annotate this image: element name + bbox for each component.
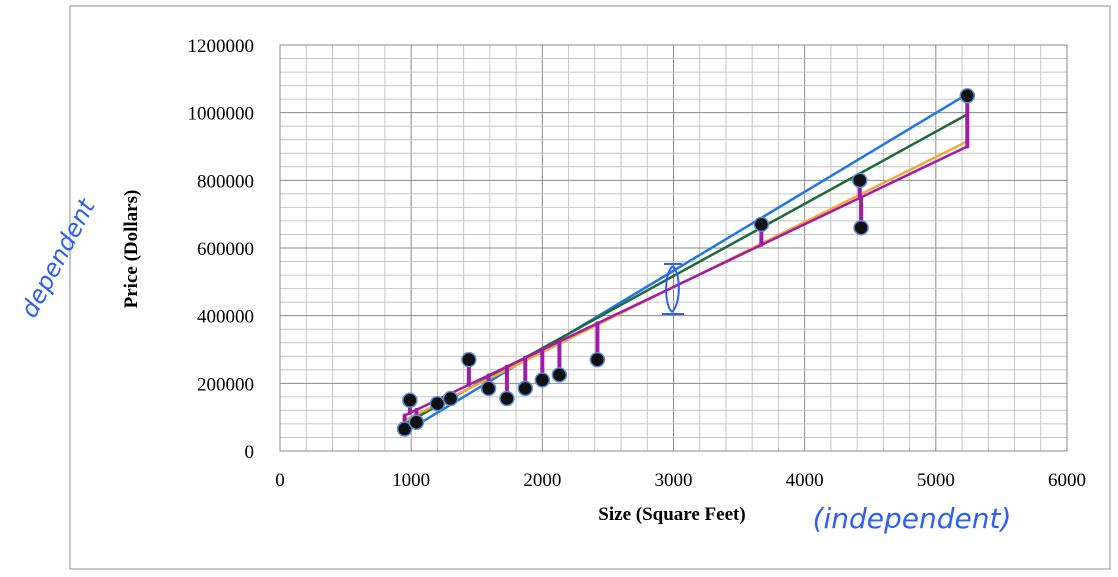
data-points	[396, 88, 976, 437]
data-point	[396, 421, 413, 437]
y-axis-title: Price (Dollars)	[121, 190, 142, 309]
data-point	[517, 380, 534, 397]
y-tick-labels: 0 200000 400000 600000 800000 1000000 1200000	[188, 36, 255, 463]
x-tick-label: 1000	[392, 470, 430, 491]
data-point	[442, 390, 459, 407]
data-point	[402, 392, 418, 408]
data-point	[589, 351, 606, 368]
x-tick-label: 6000	[1048, 470, 1086, 491]
data-point	[852, 172, 868, 189]
data-point	[959, 88, 976, 104]
independent-annotation: (independent)	[813, 502, 1012, 535]
data-point	[429, 395, 446, 412]
data-point	[753, 216, 770, 233]
x-tick-label: 4000	[786, 470, 824, 491]
y-tick-label: 600000	[197, 239, 254, 260]
y-tick-label: 0	[245, 442, 255, 463]
x-tick-labels: 0 1000 2000 3000 4000 5000 6000	[275, 470, 1086, 491]
y-tick-label: 400000	[197, 307, 254, 328]
fit-lines	[403, 92, 968, 434]
data-point	[534, 372, 551, 388]
y-tick-label: 1200000	[188, 36, 255, 57]
chart-frame	[69, 5, 1111, 570]
x-tick-label: 5000	[917, 470, 955, 491]
data-point	[408, 414, 425, 430]
data-point	[853, 219, 869, 236]
x-tick-label: 3000	[655, 470, 693, 491]
x-tick-label: 2000	[523, 470, 561, 491]
data-point	[461, 351, 477, 368]
x-tick-label: 0	[275, 470, 285, 491]
bracket-scribble	[662, 263, 684, 315]
data-point	[480, 380, 497, 397]
data-point	[551, 367, 568, 383]
data-point	[499, 390, 515, 407]
y-tick-label: 200000	[197, 374, 254, 395]
fit-line	[403, 92, 968, 434]
plot-area-border	[279, 44, 1068, 452]
y-tick-label: 1000000	[188, 104, 255, 125]
fit-line	[404, 113, 968, 426]
y-tick-label: 800000	[197, 171, 254, 192]
x-axis-title: Size (Square Feet)	[598, 504, 745, 525]
fit-line	[404, 145, 968, 417]
